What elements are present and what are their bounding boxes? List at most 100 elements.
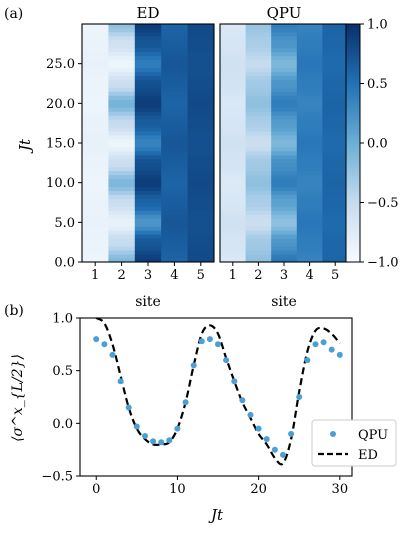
heatmap-cell (161, 174, 188, 180)
heatmap-cell (322, 242, 349, 247)
heatmap-cell (187, 214, 215, 219)
heatmap-cell (296, 43, 323, 49)
heatmap-cell (108, 139, 136, 144)
heatmap-cell (108, 226, 136, 231)
heatmap-cell (322, 43, 349, 49)
heatmap-cell (322, 67, 349, 72)
heatmap-cell (187, 186, 215, 191)
heatmap-cell (108, 131, 136, 136)
heatmap-cell (187, 55, 215, 61)
heatmap-cell (245, 43, 272, 49)
heatmap-cell (245, 158, 272, 164)
heatmap-qpu-xlabel: site (271, 294, 297, 310)
heatmap-cell (245, 166, 272, 172)
heatmap-cell (161, 135, 188, 140)
heatmap-cell (187, 87, 215, 92)
heatmap-cell (322, 210, 349, 215)
heatmap-cell (108, 158, 136, 164)
heatmap-qpu-ticks: 1 2 3 4 5 (229, 262, 339, 283)
heatmap-cell (220, 87, 246, 92)
heatmap-cell (82, 242, 109, 247)
heatmap-cell (187, 27, 215, 33)
heatmap-cell (161, 51, 188, 57)
colorbar-tick-label: 1.0 (367, 18, 388, 33)
heatmap-cell (271, 75, 298, 80)
heatmap-cell (82, 150, 109, 156)
legend: QPU ED (311, 419, 397, 467)
heatmap-cell (82, 143, 109, 148)
heatmap-cell (187, 202, 215, 207)
heatmap-cell (187, 139, 215, 144)
heatmap-cell (82, 24, 109, 29)
heatmap-cell (296, 254, 323, 259)
heatmap-cell (296, 35, 323, 41)
heatmap-cell (82, 174, 109, 180)
heatmap-cell (220, 139, 246, 144)
heatmap-cell (134, 178, 162, 184)
heatmap-cell (245, 178, 272, 184)
qpu-series-points (93, 336, 343, 458)
heatmap-cell (161, 206, 188, 211)
heatmap-cell (134, 115, 162, 120)
heatmap-cell (271, 202, 298, 207)
heatmap-cell (245, 222, 272, 227)
heatmap-cell (134, 131, 162, 136)
heatmap-cell (108, 198, 136, 203)
heatmap-cell (187, 43, 215, 49)
heatmap-cell (134, 186, 162, 191)
heatmap-cell (296, 75, 323, 80)
heatmap-cell (322, 202, 349, 207)
heatmap-cell (161, 222, 188, 227)
heatmap-cell (296, 190, 323, 195)
heatmap-cell (220, 107, 246, 112)
heatmap-cell (296, 246, 323, 251)
heatmap-cell (134, 162, 162, 168)
qpu-point (158, 439, 165, 446)
heatmap-cell (271, 51, 298, 57)
heatmap-cell (322, 143, 349, 148)
heatmap-cell (220, 154, 246, 160)
heatmap-cell (82, 103, 109, 108)
heatmap-cell (82, 202, 109, 207)
heatmap-cell (161, 39, 188, 45)
heatmap-cell (161, 55, 188, 61)
heatmap-cell (187, 99, 215, 104)
heatmap-cell (161, 67, 188, 72)
heatmap-cell (271, 242, 298, 247)
heatmap-cell (187, 115, 215, 120)
heatmap-cell (322, 47, 349, 53)
heatmap-cell (82, 210, 109, 215)
heatmap-cell (161, 226, 188, 231)
heatmap-cell (134, 35, 162, 41)
legend-qpu-label: QPU (358, 428, 388, 443)
heatmap-cell (245, 135, 272, 140)
heatmap-cell (134, 59, 162, 65)
heatmap-cell (134, 39, 162, 45)
heatmap-cell (245, 63, 272, 69)
heatmap-cell (108, 24, 136, 29)
heatmap-cell (322, 214, 349, 219)
qpu-point (223, 357, 230, 364)
heatmap-cell (322, 190, 349, 195)
heatmap-cell (82, 234, 109, 239)
heatmap-cell (187, 111, 215, 116)
heatmap-cell (271, 59, 298, 65)
heatmap-cell (134, 210, 162, 215)
y-tick-label: 0.0 (52, 417, 73, 432)
heatmap-cell (82, 35, 109, 41)
heatmap-cell (271, 162, 298, 168)
heatmap-cell (134, 103, 162, 108)
heatmap-cell (108, 230, 136, 235)
qpu-point (125, 404, 132, 411)
heatmap-cell (108, 55, 136, 61)
heatmap-cell (187, 39, 215, 45)
y-tick-label: 15.0 (46, 137, 75, 152)
heatmap-cell (161, 198, 188, 203)
heatmap-cell (322, 127, 349, 132)
heatmap-cell (108, 63, 136, 69)
heatmap-cell (187, 71, 215, 76)
heatmap-cell (82, 222, 109, 227)
heatmap-cell (187, 47, 215, 53)
heatmap-cell (245, 103, 272, 108)
heatmap-cell (271, 103, 298, 108)
